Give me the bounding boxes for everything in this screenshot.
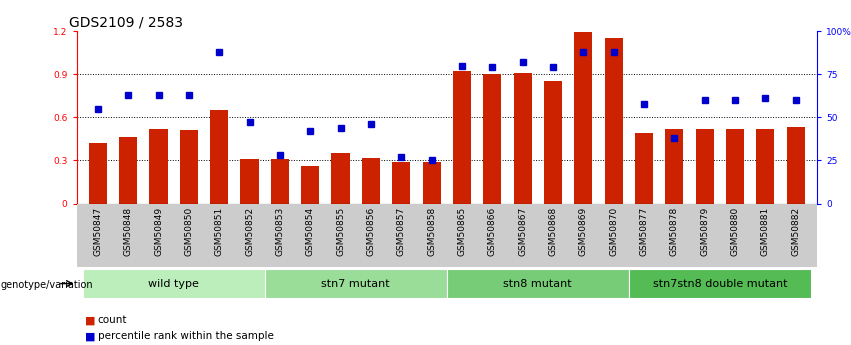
Bar — [635, 133, 653, 204]
Bar — [544, 81, 562, 204]
Text: GSM50869: GSM50869 — [579, 207, 588, 256]
Bar — [574, 32, 592, 204]
Text: GSM50866: GSM50866 — [488, 207, 497, 256]
Text: GDS2109 / 2583: GDS2109 / 2583 — [69, 16, 183, 30]
Text: GSM50854: GSM50854 — [306, 207, 315, 256]
Text: GSM50865: GSM50865 — [458, 207, 466, 256]
Bar — [422, 162, 441, 204]
Text: GSM50857: GSM50857 — [397, 207, 406, 256]
Bar — [362, 158, 380, 204]
Text: GSM50851: GSM50851 — [214, 207, 224, 256]
Bar — [453, 71, 471, 204]
Text: GSM50878: GSM50878 — [670, 207, 679, 256]
Bar — [629, 269, 811, 298]
Text: GSM50848: GSM50848 — [123, 207, 133, 256]
Text: stn7stn8 double mutant: stn7stn8 double mutant — [653, 279, 787, 289]
Bar — [265, 269, 447, 298]
Bar — [726, 129, 744, 204]
Bar — [786, 127, 805, 204]
Text: GSM50856: GSM50856 — [367, 207, 375, 256]
Text: GSM50855: GSM50855 — [336, 207, 345, 256]
Bar — [665, 129, 683, 204]
Text: GSM50849: GSM50849 — [154, 207, 163, 256]
Bar — [271, 159, 289, 204]
Bar — [332, 153, 350, 204]
Text: ■: ■ — [85, 315, 95, 325]
Text: GSM50881: GSM50881 — [761, 207, 770, 256]
Text: GSM50847: GSM50847 — [94, 207, 102, 256]
Bar — [83, 269, 265, 298]
Bar — [301, 166, 319, 204]
Text: stn8 mutant: stn8 mutant — [504, 279, 572, 289]
Text: genotype/variation: genotype/variation — [1, 280, 94, 289]
Text: GSM50880: GSM50880 — [730, 207, 740, 256]
Bar — [757, 129, 774, 204]
Bar — [150, 129, 168, 204]
Text: GSM50870: GSM50870 — [609, 207, 618, 256]
Bar — [604, 38, 623, 204]
Text: GSM50850: GSM50850 — [185, 207, 193, 256]
Bar — [392, 162, 410, 204]
Text: percentile rank within the sample: percentile rank within the sample — [98, 332, 274, 341]
Text: ■: ■ — [85, 332, 95, 341]
Text: GSM50868: GSM50868 — [549, 207, 557, 256]
Text: GSM50879: GSM50879 — [700, 207, 709, 256]
Text: GSM50877: GSM50877 — [639, 207, 648, 256]
Text: GSM50867: GSM50867 — [518, 207, 527, 256]
Bar — [447, 269, 629, 298]
Bar — [241, 159, 259, 204]
Text: GSM50882: GSM50882 — [791, 207, 800, 256]
Bar — [119, 137, 137, 204]
Bar — [210, 110, 228, 204]
Bar — [180, 130, 198, 204]
Bar — [513, 73, 532, 204]
Text: count: count — [98, 315, 128, 325]
Text: GSM50852: GSM50852 — [245, 207, 254, 256]
Text: stn7 mutant: stn7 mutant — [322, 279, 390, 289]
Text: GSM50858: GSM50858 — [427, 207, 436, 256]
Bar — [483, 74, 501, 204]
Bar — [89, 143, 107, 204]
Bar — [695, 129, 714, 204]
Text: wild type: wild type — [148, 279, 199, 289]
Text: GSM50853: GSM50853 — [276, 207, 284, 256]
